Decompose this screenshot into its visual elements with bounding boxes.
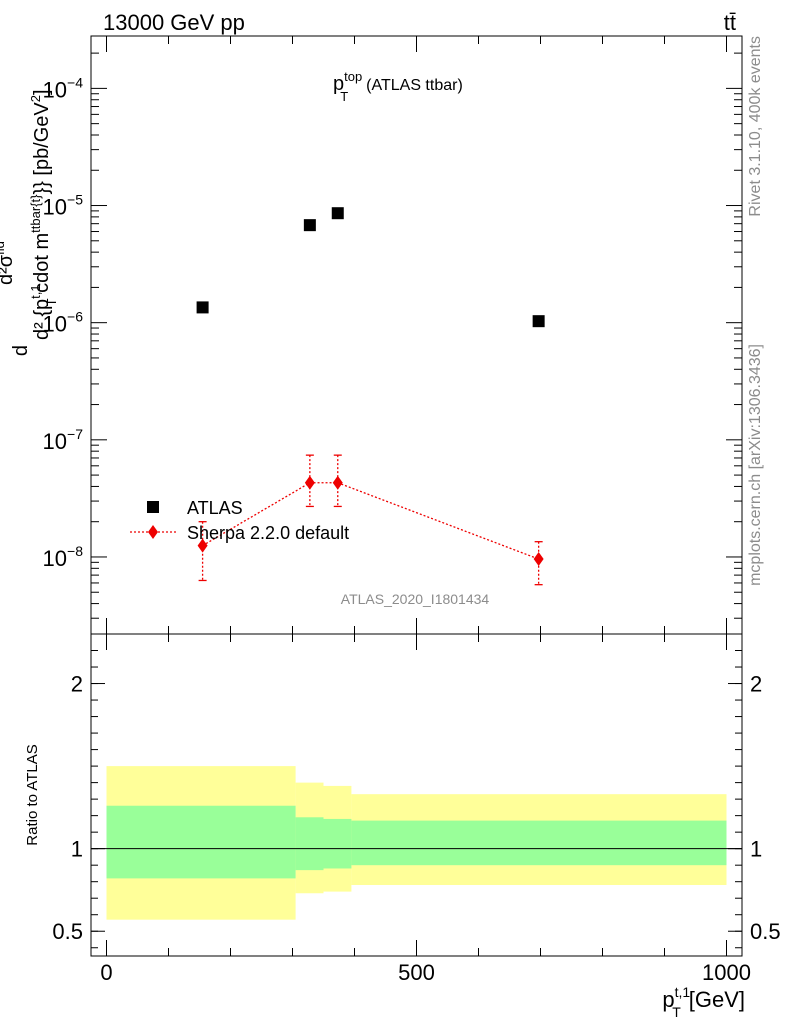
ratio-frame <box>90 633 743 957</box>
mcplots-label: mcplots.cern.ch [arXiv:1306.3436] <box>747 344 764 586</box>
ratio-ytick-label-right-2: 2 <box>750 672 762 697</box>
main-ytick-label-2: 10−6 <box>43 309 84 337</box>
x-axis-label: pt,1 T [GeV] <box>662 984 745 1020</box>
legend-label-sherpa: Sherpa 2.2.0 default <box>187 523 349 543</box>
analysis-id: ATLAS_2020_I1801434 <box>341 591 490 607</box>
rivet-label: Rivet 3.1.10, 400k events <box>747 36 764 217</box>
atlas-point-2 <box>331 207 344 220</box>
ylabel-denominator: d² {pt,1T cdot mttbar{t}}} [pb/GeV2] <box>28 89 59 340</box>
legend-marker-atlas <box>147 501 159 513</box>
main-ytick-label-4: 10−4 <box>43 74 84 102</box>
ratio-ytick-label-1: 1 <box>71 837 83 862</box>
ratio-ytick-label-0: 0.5 <box>52 919 83 944</box>
main-ytick-label-0: 10−8 <box>43 543 84 571</box>
sherpa-point-2 <box>332 475 343 490</box>
main-frame <box>90 35 743 635</box>
ratio-bands <box>91 766 742 920</box>
xtick-label-2: 1000 <box>702 960 751 985</box>
ratio-ytick-label-2: 2 <box>71 672 83 697</box>
ratio-y-axis-label: Ratio to ATLAS <box>24 744 41 845</box>
header-right: tt̄ <box>724 10 736 35</box>
xtick-label-1: 500 <box>398 960 435 985</box>
sherpa-line <box>202 482 539 560</box>
band-inner-bin-0 <box>106 805 296 879</box>
legend-label-atlas: ATLAS <box>187 498 243 518</box>
atlas-point-1 <box>303 219 316 232</box>
atlas-point-3 <box>532 315 545 328</box>
atlas-point-0 <box>196 301 209 314</box>
ylabel-numerator: d²σfid <box>0 241 17 285</box>
main-title: ptop T(ATLAS ttbar) <box>333 69 463 104</box>
legend: ATLAS Sherpa 2.2.0 default <box>130 498 349 543</box>
header-left: 13000 GeV pp <box>103 10 245 35</box>
sherpa-point-0 <box>197 538 208 553</box>
ratio-ytick-label-right-0: 0.5 <box>750 919 781 944</box>
ylabel-d: d <box>10 345 32 356</box>
sherpa-point-1 <box>304 475 315 490</box>
main-ytick-label-3: 10−5 <box>43 192 84 220</box>
band-inner-bin-1 <box>295 817 324 871</box>
band-inner-bin-3 <box>351 820 727 866</box>
main-ytick-label-1: 10−7 <box>43 426 84 454</box>
main-axis: 10−8 10−7 10−6 10−5 10−4 <box>43 52 742 619</box>
sherpa-point-3 <box>533 552 544 567</box>
main-series <box>196 207 545 586</box>
xtick-label-0: 0 <box>100 960 112 985</box>
band-inner-bin-2 <box>323 818 352 869</box>
main-y-axis-label: d d²σfid d² {pt,1T cdot mttbar{t}}} [pb/… <box>0 89 59 356</box>
legend-marker-sherpa <box>148 525 158 539</box>
ratio-ytick-label-right-1: 1 <box>750 837 762 862</box>
ratio-axis: 0.5 0.5 1 1 2 2 0 500 1000 <box>52 36 781 985</box>
